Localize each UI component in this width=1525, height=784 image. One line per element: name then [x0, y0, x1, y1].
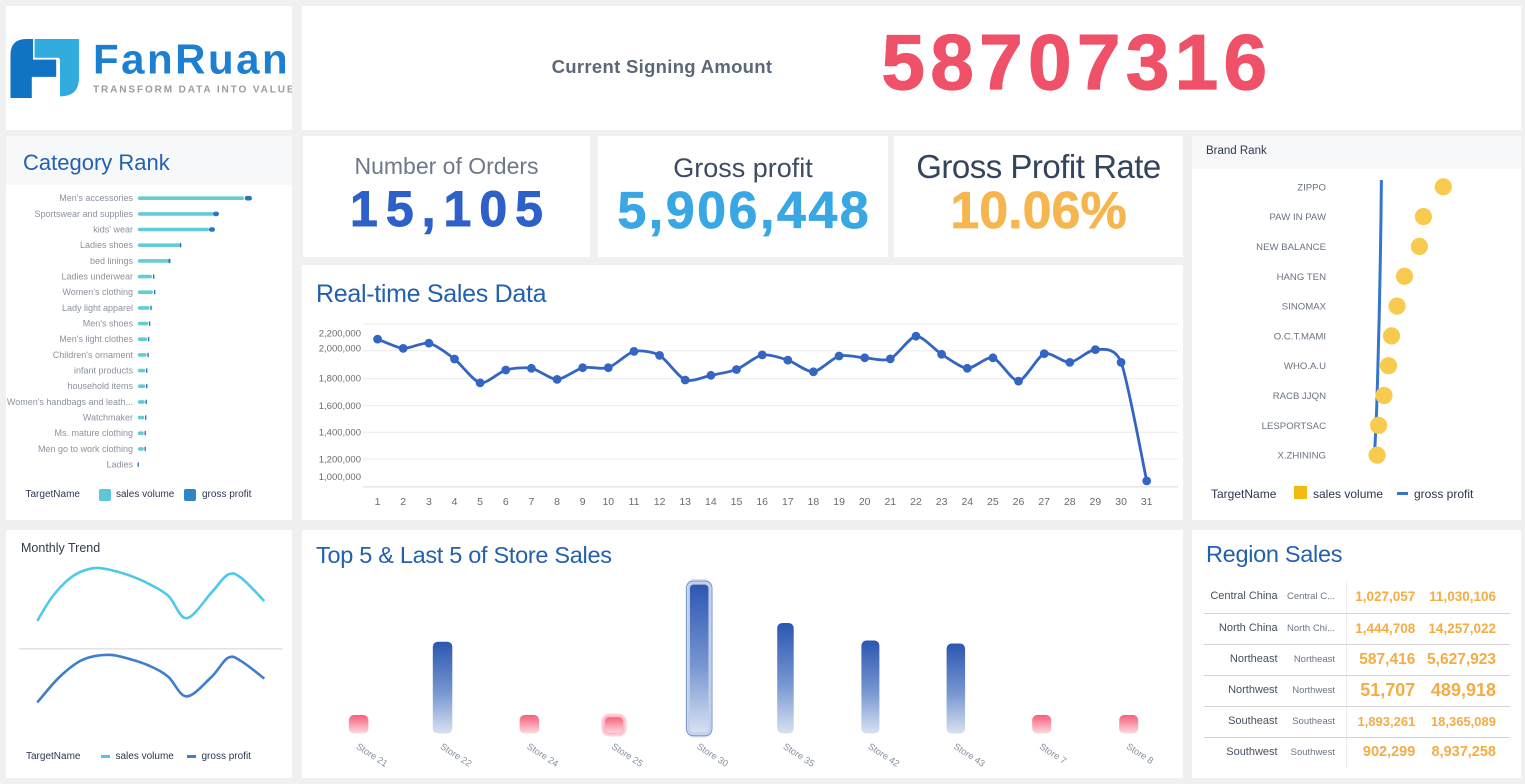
svg-text:infant products: infant products	[74, 366, 134, 376]
svg-text:27: 27	[1038, 496, 1050, 508]
svg-text:Ladies underwear: Ladies underwear	[61, 272, 133, 282]
svg-text:20: 20	[859, 496, 871, 508]
svg-text:Women's clothing: Women's clothing	[62, 287, 133, 297]
svg-text:household items: household items	[67, 381, 133, 391]
svg-text:Store 7: Store 7	[1038, 741, 1069, 766]
svg-text:Store 22: Store 22	[439, 741, 474, 769]
svg-text:23: 23	[936, 496, 948, 508]
svg-text:1,600,000: 1,600,000	[319, 401, 361, 412]
svg-text:18: 18	[808, 496, 820, 508]
svg-text:Store 43: Store 43	[952, 741, 987, 769]
svg-text:1,400,000: 1,400,000	[319, 428, 361, 439]
svg-text:30: 30	[1115, 496, 1127, 508]
svg-text:26: 26	[1013, 496, 1025, 508]
svg-text:Men's shoes: Men's shoes	[83, 319, 134, 329]
svg-text:2: 2	[400, 496, 406, 508]
svg-text:6: 6	[503, 496, 509, 508]
svg-text:10: 10	[602, 496, 614, 508]
svg-text:1,800,000: 1,800,000	[319, 373, 361, 384]
svg-text:Children's ornament: Children's ornament	[53, 350, 134, 360]
svg-text:RACB JJQN: RACB JJQN	[1273, 391, 1326, 402]
svg-text:Store 21: Store 21	[355, 741, 390, 769]
svg-text:4: 4	[452, 496, 458, 508]
svg-text:Ladies shoes: Ladies shoes	[80, 240, 134, 250]
svg-text:Watchmaker: Watchmaker	[83, 413, 133, 423]
svg-text:19: 19	[833, 496, 845, 508]
svg-text:25: 25	[987, 496, 999, 508]
svg-text:21: 21	[884, 496, 896, 508]
svg-text:16: 16	[756, 496, 768, 508]
svg-text:24: 24	[961, 496, 973, 508]
svg-text:3: 3	[426, 496, 432, 508]
svg-text:Store 35: Store 35	[781, 741, 816, 769]
svg-text:2,200,000: 2,200,000	[319, 329, 361, 340]
svg-text:Men's accessories: Men's accessories	[59, 193, 133, 203]
svg-text:12: 12	[654, 496, 666, 508]
svg-text:22: 22	[910, 496, 922, 508]
svg-text:ZIPPO: ZIPPO	[1297, 182, 1326, 193]
svg-text:Store 30: Store 30	[695, 741, 730, 769]
svg-text:Ms. mature clothing: Ms. mature clothing	[54, 428, 133, 438]
svg-text:SINOMAX: SINOMAX	[1282, 302, 1327, 313]
svg-text:9: 9	[580, 496, 586, 508]
svg-text:Men's light clothes: Men's light clothes	[59, 334, 133, 344]
svg-text:1,200,000: 1,200,000	[319, 455, 361, 466]
svg-text:Store 24: Store 24	[525, 741, 560, 769]
svg-text:Store 8: Store 8	[1125, 741, 1156, 766]
svg-text:13: 13	[679, 496, 691, 508]
svg-text:bed linings: bed linings	[90, 256, 134, 266]
svg-text:PAW IN PAW: PAW IN PAW	[1270, 212, 1327, 223]
svg-text:HANG TEN: HANG TEN	[1277, 272, 1326, 283]
svg-text:X.ZHINING: X.ZHINING	[1277, 451, 1326, 462]
svg-text:17: 17	[782, 496, 794, 508]
svg-text:Women's handbags and leath...: Women's handbags and leath...	[7, 397, 133, 407]
svg-text:31: 31	[1141, 496, 1153, 508]
svg-text:1: 1	[375, 496, 381, 508]
svg-text:FanRuan: FanRuan	[93, 36, 290, 83]
svg-text:O.C.T.MAMI: O.C.T.MAMI	[1274, 331, 1326, 342]
svg-text:LESPORTSAC: LESPORTSAC	[1262, 421, 1326, 432]
svg-text:1,000,000: 1,000,000	[319, 472, 361, 483]
svg-text:5: 5	[477, 496, 483, 508]
svg-text:7: 7	[528, 496, 534, 508]
svg-text:2,000,000: 2,000,000	[319, 344, 361, 355]
svg-text:29: 29	[1090, 496, 1102, 508]
svg-text:Store 42: Store 42	[866, 741, 901, 769]
svg-text:TRANSFORM DATA INTO VALUE: TRANSFORM DATA INTO VALUE	[93, 85, 292, 96]
svg-text:Men go to work clothing: Men go to work clothing	[38, 444, 133, 454]
svg-text:Ladies: Ladies	[106, 460, 133, 470]
svg-text:Store 25: Store 25	[610, 741, 645, 769]
svg-text:11: 11	[629, 496, 640, 508]
svg-text:kids' wear: kids' wear	[93, 225, 133, 235]
svg-text:15: 15	[731, 496, 743, 508]
svg-text:NEW BALANCE: NEW BALANCE	[1256, 242, 1326, 253]
svg-text:WHO.A.U: WHO.A.U	[1284, 361, 1326, 372]
svg-text:28: 28	[1064, 496, 1076, 508]
svg-text:Lady light apparel: Lady light apparel	[62, 303, 133, 313]
svg-text:14: 14	[705, 496, 717, 508]
svg-text:Sportswear and supplies: Sportswear and supplies	[34, 209, 133, 219]
svg-text:8: 8	[554, 496, 560, 508]
